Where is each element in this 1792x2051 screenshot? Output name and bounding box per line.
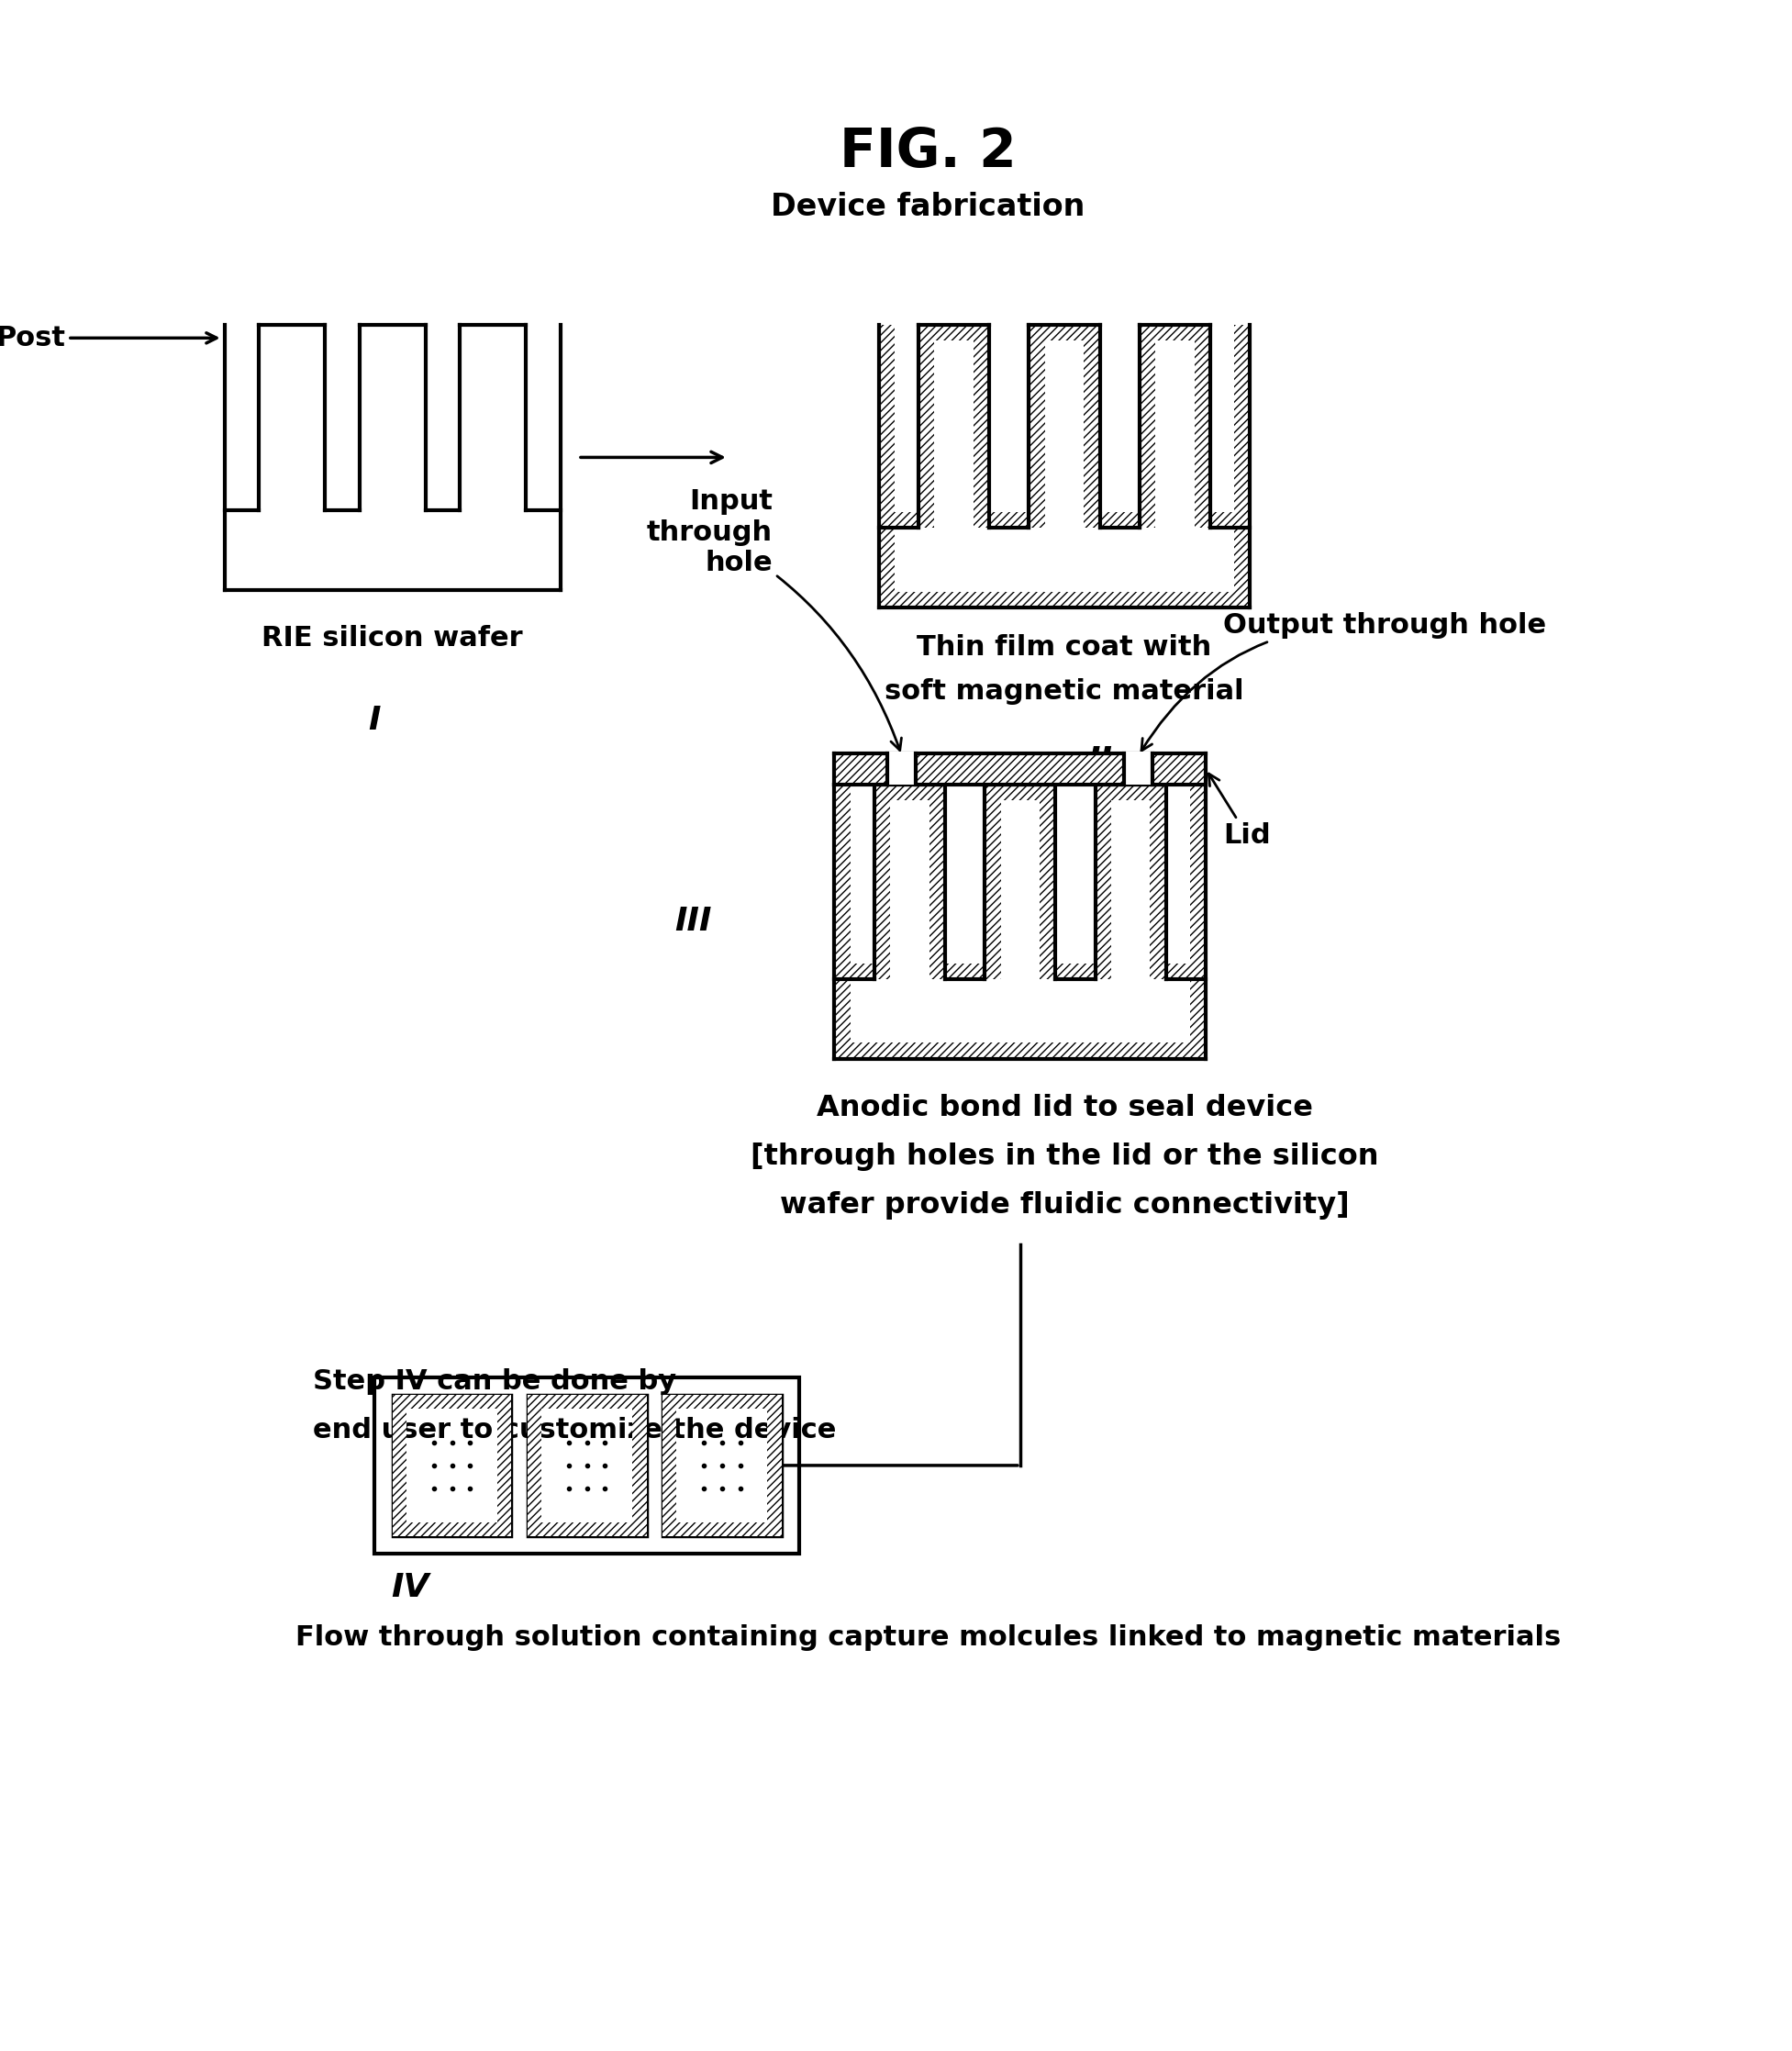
Bar <box>1039 800 1055 978</box>
Bar <box>874 786 944 800</box>
Text: I: I <box>369 706 382 736</box>
Bar <box>663 1395 677 1536</box>
Bar <box>663 1395 781 1536</box>
Bar <box>224 324 561 591</box>
Bar <box>375 1376 799 1555</box>
Bar <box>944 964 986 978</box>
Bar <box>541 1395 633 1409</box>
Bar <box>919 324 934 527</box>
Bar <box>1095 786 1167 800</box>
Bar <box>878 324 894 607</box>
Bar <box>835 753 1206 786</box>
Bar <box>1029 324 1100 340</box>
Bar <box>1095 786 1111 978</box>
Bar <box>1100 513 1140 527</box>
Text: Flow through solution containing capture molcules linked to magnetic materials: Flow through solution containing capture… <box>296 1624 1561 1651</box>
Bar <box>392 1395 407 1536</box>
Bar <box>986 786 1000 978</box>
Bar <box>392 1395 511 1536</box>
Bar <box>919 324 989 340</box>
Text: IV: IV <box>391 1571 428 1602</box>
Bar <box>1150 800 1167 978</box>
Bar <box>1029 324 1045 527</box>
Bar <box>835 786 1206 1058</box>
Bar <box>989 513 1029 527</box>
Text: II: II <box>1088 745 1113 775</box>
Bar <box>1235 324 1251 607</box>
Text: III: III <box>674 907 711 937</box>
Bar <box>928 800 944 978</box>
Text: Lid: Lid <box>1208 773 1271 849</box>
Bar <box>851 1042 1190 1058</box>
Bar <box>498 1395 511 1536</box>
Text: Anodic bond lid to seal device: Anodic bond lid to seal device <box>815 1093 1312 1122</box>
Text: soft magnetic material: soft magnetic material <box>885 679 1244 706</box>
Text: [through holes in the lid or the silicon: [through holes in the lid or the silicon <box>751 1142 1378 1171</box>
Bar <box>633 1395 647 1536</box>
Bar <box>973 340 989 527</box>
Bar <box>1055 964 1095 978</box>
Text: Post: Post <box>0 324 217 351</box>
Bar <box>894 513 919 527</box>
Text: FIG. 2: FIG. 2 <box>840 125 1016 178</box>
Bar <box>1124 753 1152 786</box>
Text: Step IV can be done by: Step IV can be done by <box>314 1368 676 1395</box>
Bar <box>1210 513 1235 527</box>
Bar <box>527 1395 541 1536</box>
Bar <box>874 786 891 978</box>
Text: Output through hole: Output through hole <box>1142 611 1546 751</box>
Text: wafer provide fluidic connectivity]: wafer provide fluidic connectivity] <box>780 1192 1349 1220</box>
Bar <box>851 964 874 978</box>
Bar <box>1190 786 1206 1058</box>
Text: RIE silicon wafer: RIE silicon wafer <box>262 626 523 652</box>
Bar <box>1140 324 1156 527</box>
Bar <box>835 786 851 1058</box>
Text: Device fabrication: Device fabrication <box>771 193 1086 222</box>
Bar <box>541 1522 633 1536</box>
Bar <box>887 753 916 786</box>
Bar <box>767 1395 781 1536</box>
Bar <box>986 786 1055 800</box>
Bar <box>1167 964 1190 978</box>
Bar <box>677 1395 767 1409</box>
Bar <box>894 593 1235 607</box>
Bar <box>1193 340 1210 527</box>
Text: end user to customize the device: end user to customize the device <box>314 1417 837 1444</box>
Bar <box>677 1522 767 1536</box>
Bar <box>878 324 1251 607</box>
Bar <box>407 1522 498 1536</box>
Bar <box>527 1395 647 1536</box>
Bar <box>1140 324 1210 340</box>
Text: Thin film coat with: Thin film coat with <box>918 634 1211 660</box>
Text: Input
through
hole: Input through hole <box>647 488 901 751</box>
Bar <box>1084 340 1100 527</box>
Bar <box>407 1395 498 1409</box>
